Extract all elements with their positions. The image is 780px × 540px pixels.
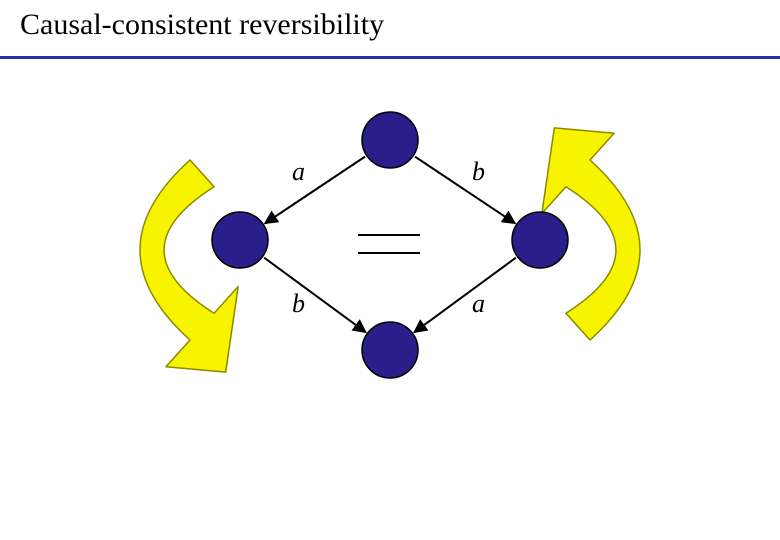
edge — [414, 258, 516, 333]
slide: Causal-consistent reversibility a b b a — [0, 0, 780, 540]
node-bottom — [362, 322, 418, 378]
label-b-top-right: b — [472, 157, 485, 186]
edge — [264, 258, 366, 333]
page-title: Causal-consistent reversibility — [20, 8, 384, 42]
diagram-svg: a b b a — [120, 100, 660, 420]
diagram: a b b a — [120, 100, 660, 420]
label-a-bottom-right: a — [472, 289, 485, 318]
curved-arrow — [140, 160, 238, 372]
title-underline — [0, 56, 780, 59]
node-right — [512, 212, 568, 268]
edge — [265, 157, 365, 224]
node-left — [212, 212, 268, 268]
label-a-top-left: a — [292, 157, 305, 186]
label-b-bottom-left: b — [292, 289, 305, 318]
edge — [415, 157, 515, 224]
node-top — [362, 112, 418, 168]
